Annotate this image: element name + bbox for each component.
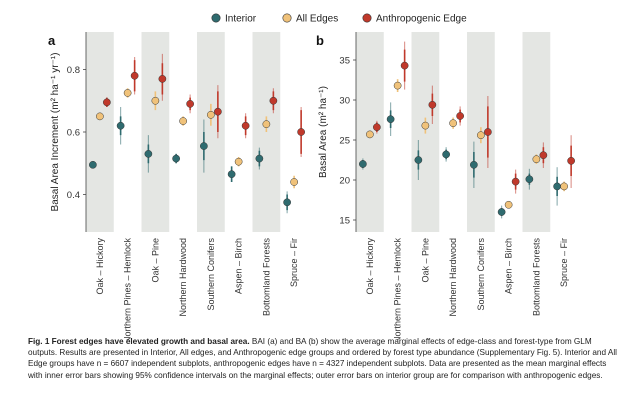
point-2-2 [158,75,167,83]
point-0-1 [386,115,395,124]
point-0-6 [525,175,534,184]
point-0-5 [227,170,236,179]
point-1-6 [532,155,541,164]
point-1-2 [421,121,430,130]
x-tick-label-5: Aspen – Birch [504,238,514,294]
x-tick-label-6: Bottomland Forests [531,238,541,317]
point-2-5 [511,177,520,186]
point-0-2 [414,156,423,164]
point-2-0 [373,123,381,132]
x-tick-label-3: Northern Hardwood [178,238,188,317]
caption-text: BAI (a) and BA (b) show the average marg… [28,337,617,380]
y-tick-label-4: 35 [339,56,350,67]
point-1-5 [504,200,513,209]
y-axis-label: Basal Area (m² ha⁻¹) [318,86,329,178]
point-2-1 [400,61,409,70]
point-2-3 [456,112,464,120]
legend-marker-1 [282,13,292,23]
point-0-0 [359,160,367,168]
point-0-1 [116,121,125,130]
y-tick-label-1: 20 [339,176,350,187]
point-1-7 [560,182,568,191]
point-1-7 [290,178,298,186]
point-0-2 [144,150,153,158]
band-0 [86,32,114,232]
band-4 [197,32,225,232]
point-1-1 [393,81,402,90]
y-tick-label-0: 0.4 [67,190,80,201]
point-0-0 [89,160,97,169]
x-tick-label-1: Northern Pines – Hemlock [123,238,133,340]
x-tick-label-0: Oak – Hickory [365,238,375,295]
panel-a: a 0.4 0.6 0.8 Basal Area Increment (m² ha⁻¹ … [48,32,305,340]
y-tick-label-2: 25 [339,136,350,147]
x-tick-label-4: Southern Conifers [476,238,486,311]
point-2-6 [539,151,548,160]
y-tick-label-2: 0.8 [67,65,80,76]
point-2-4 [484,128,492,136]
legend-marker-2 [362,13,372,23]
figure-caption: Fig. 1 Forest edges have elevated growth… [28,336,623,381]
point-0-3 [442,150,450,159]
panel-b: b 15 20 25 30 35 Basal Area (m² ha⁻¹) Oak – Hic… [316,32,575,340]
x-tick-label-2: Oak – Pine [150,238,160,283]
panel-label: a [48,33,56,48]
point-1-3 [449,119,457,128]
x-tick-label-0: Oak – Hickory [95,238,105,295]
x-tick-label-7: Spruce – Fir [559,238,569,287]
point-0-4 [470,160,478,169]
point-2-1 [130,71,139,80]
x-tick-label-4: Southern Conifers [206,238,216,311]
point-0-5 [497,208,506,216]
x-tick-label-1: Northern Pines – Hemlock [393,238,403,340]
point-2-7 [567,156,575,165]
y-tick-label-1: 0.6 [67,128,80,139]
x-tick-label-3: Northern Hardwood [448,238,458,317]
x-tick-label-6: Bottomland Forests [261,238,271,317]
point-1-4 [477,131,485,140]
point-2-6 [269,96,278,105]
caption-title: Fig. 1 Forest edges have elevated growth… [28,337,250,346]
x-tick-label-5: Aspen – Birch [234,238,244,294]
point-2-0 [103,98,111,107]
point-0-4 [200,142,208,150]
point-0-3 [172,154,180,163]
point-0-7 [283,198,291,207]
band-6 [522,32,551,232]
y-axis-label: Basal Area Increment (m² ha⁻¹ yr⁻¹) [50,53,61,212]
point-0-7 [553,182,561,191]
legend-label-1: All Edges [296,14,338,25]
point-1-6 [262,120,271,129]
point-1-0 [366,130,374,139]
point-1-1 [123,89,132,97]
point-2-5 [241,121,250,130]
figure: Interior All Edges Anthropogenic Edge a 0.4… [48,13,575,340]
point-1-5 [234,157,243,166]
x-tick-label-2: Oak – Pine [420,238,430,283]
point-0-6 [255,154,264,163]
point-2-3 [186,100,194,108]
point-1-2 [151,96,160,105]
y-tick-label-0: 15 [339,216,350,227]
panel-label: b [316,33,324,48]
x-tick-label-7: Spruce – Fir [289,238,299,287]
point-2-4 [214,107,222,116]
band-2 [141,32,170,232]
point-1-4 [207,110,215,119]
legend: Interior All Edges Anthropogenic Edge [211,13,467,25]
legend-label-0: Interior [225,14,257,25]
legend-label-2: Anthropogenic Edge [376,14,467,25]
point-2-2 [428,100,437,109]
point-1-3 [179,117,187,125]
y-tick-label-3: 30 [339,96,350,107]
point-2-7 [297,128,305,136]
legend-marker-0 [211,13,221,23]
point-1-0 [96,112,104,121]
